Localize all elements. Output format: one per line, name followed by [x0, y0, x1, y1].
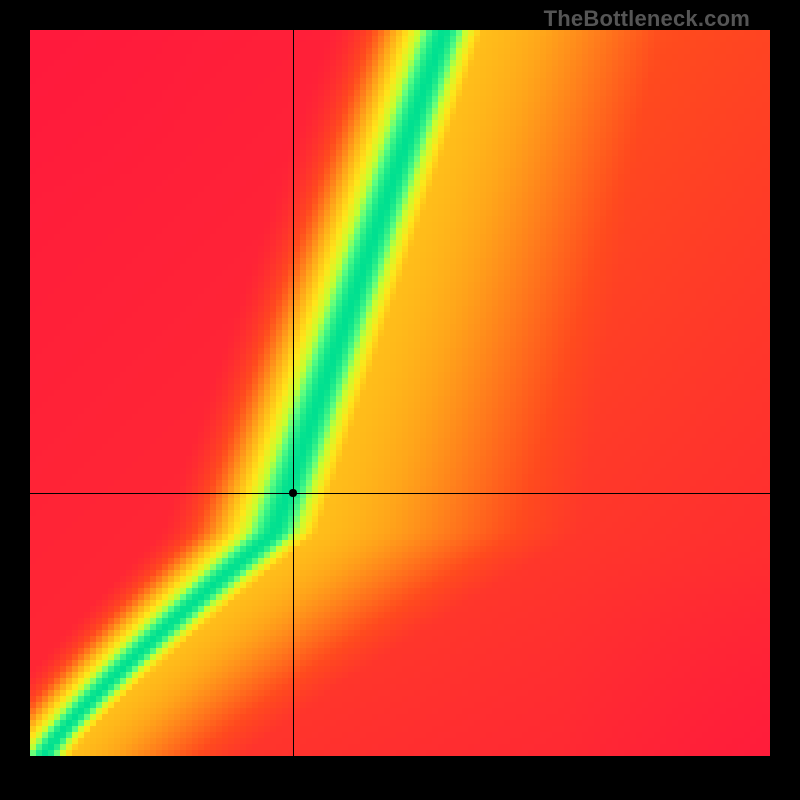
heatmap-canvas — [30, 30, 770, 770]
chart-container: TheBottleneck.com — [0, 0, 800, 800]
watermark-text: TheBottleneck.com — [544, 6, 750, 32]
